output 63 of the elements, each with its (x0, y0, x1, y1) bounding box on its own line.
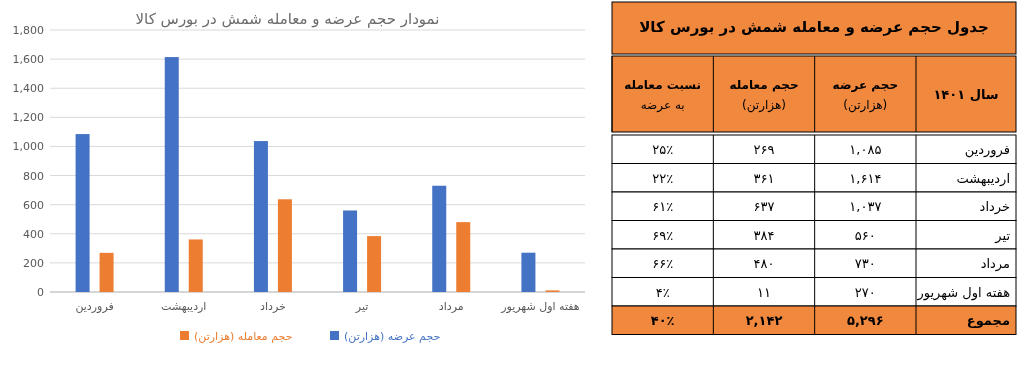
data-label: ۲۲٪ (652, 170, 674, 186)
y-tick-label: 1,200 (12, 111, 44, 125)
data-label: ۲۷۰ (854, 284, 876, 300)
bar (521, 252, 536, 292)
data-label: ۲۶۹ (753, 142, 775, 158)
y-tick-label: تیر (994, 227, 1011, 244)
x-tick-label: مرداد (438, 300, 464, 313)
x-tick-label: نسبت معامله به عرضه (624, 78, 702, 113)
data-label: ۶۱٪ (652, 199, 674, 215)
chart-title: جدول حجم عرضه و معامله شمش در بورس کالا (639, 18, 989, 36)
data-label: ۴۰٪ (650, 313, 675, 329)
bar (253, 141, 268, 292)
data-label: ۶۹٪ (652, 227, 674, 243)
y-tick-label: 1,800 (12, 24, 44, 37)
legend-item: حجم معامله (هزارتن) (180, 330, 293, 343)
y-tick-label: 400 (23, 227, 44, 241)
y-tick-label: 200 (23, 256, 44, 270)
x-tick-label: تیر (354, 300, 369, 313)
y-tick-label: مرداد (980, 256, 1010, 273)
bar (432, 185, 447, 292)
bar (456, 222, 471, 292)
data-label: ۶۶٪ (652, 256, 674, 272)
x-tick-label: حجم عرضه (هزارتن) (832, 78, 899, 113)
y-tick-label: اردیبهشت (956, 170, 1010, 187)
x-tick-label: فروردین (75, 300, 114, 313)
y-tick-label: 1,000 (12, 140, 44, 154)
chart-title: نمودار حجم عرضه و معامله شمش در بورس کالا (135, 10, 440, 28)
data-label: ۵,۲۹۶ (846, 313, 884, 329)
data-label: ۴۸۰ (753, 256, 775, 272)
y-tick-label: مجموع (966, 313, 1010, 329)
bar (164, 57, 179, 292)
y-axis-title: سال ۱۴۰۱ (933, 87, 999, 102)
x-tick-label: خرداد (260, 300, 286, 313)
data-label: ۷۳۰ (854, 256, 876, 272)
y-tick-label: 600 (23, 198, 44, 212)
bar (367, 236, 382, 292)
data-label: ۳۶۱ (753, 170, 775, 186)
y-tick-label: 800 (23, 169, 44, 183)
data-label: ۲۵٪ (652, 142, 674, 158)
y-tick-label: 0 (37, 286, 44, 299)
data-label: ۱,۰۸۵ (849, 142, 882, 158)
bar (75, 134, 90, 292)
bar (99, 252, 114, 292)
bar (277, 199, 292, 292)
data-label: ۲,۱۴۲ (745, 313, 783, 329)
x-tick-label: هفته اول شهریور (500, 300, 580, 313)
bar (188, 239, 203, 292)
x-tick-label: اردیبهشت (161, 300, 207, 313)
data-label: ۳۸۴ (753, 227, 775, 243)
data-label: ۱,۶۱۴ (849, 170, 882, 186)
data-label: ۴٪ (655, 284, 670, 300)
data-label: ۵۶۰ (854, 227, 876, 243)
y-tick-label: هفته اول شهریور (916, 284, 1011, 301)
y-tick-label: 1,600 (12, 53, 44, 67)
bar (343, 210, 358, 292)
data-label: ۱۱ (757, 284, 771, 300)
y-tick-label: خرداد (979, 199, 1010, 216)
y-tick-label: 1,400 (12, 82, 44, 96)
legend-item: حجم عرضه (هزارتن) (330, 330, 441, 343)
x-tick-label: حجم معامله (هزارتن) (729, 78, 799, 113)
data-label: ۱,۰۳۷ (849, 199, 882, 215)
data-label: ۶۳۷ (753, 199, 775, 215)
y-tick-label: فروردین (964, 142, 1010, 159)
